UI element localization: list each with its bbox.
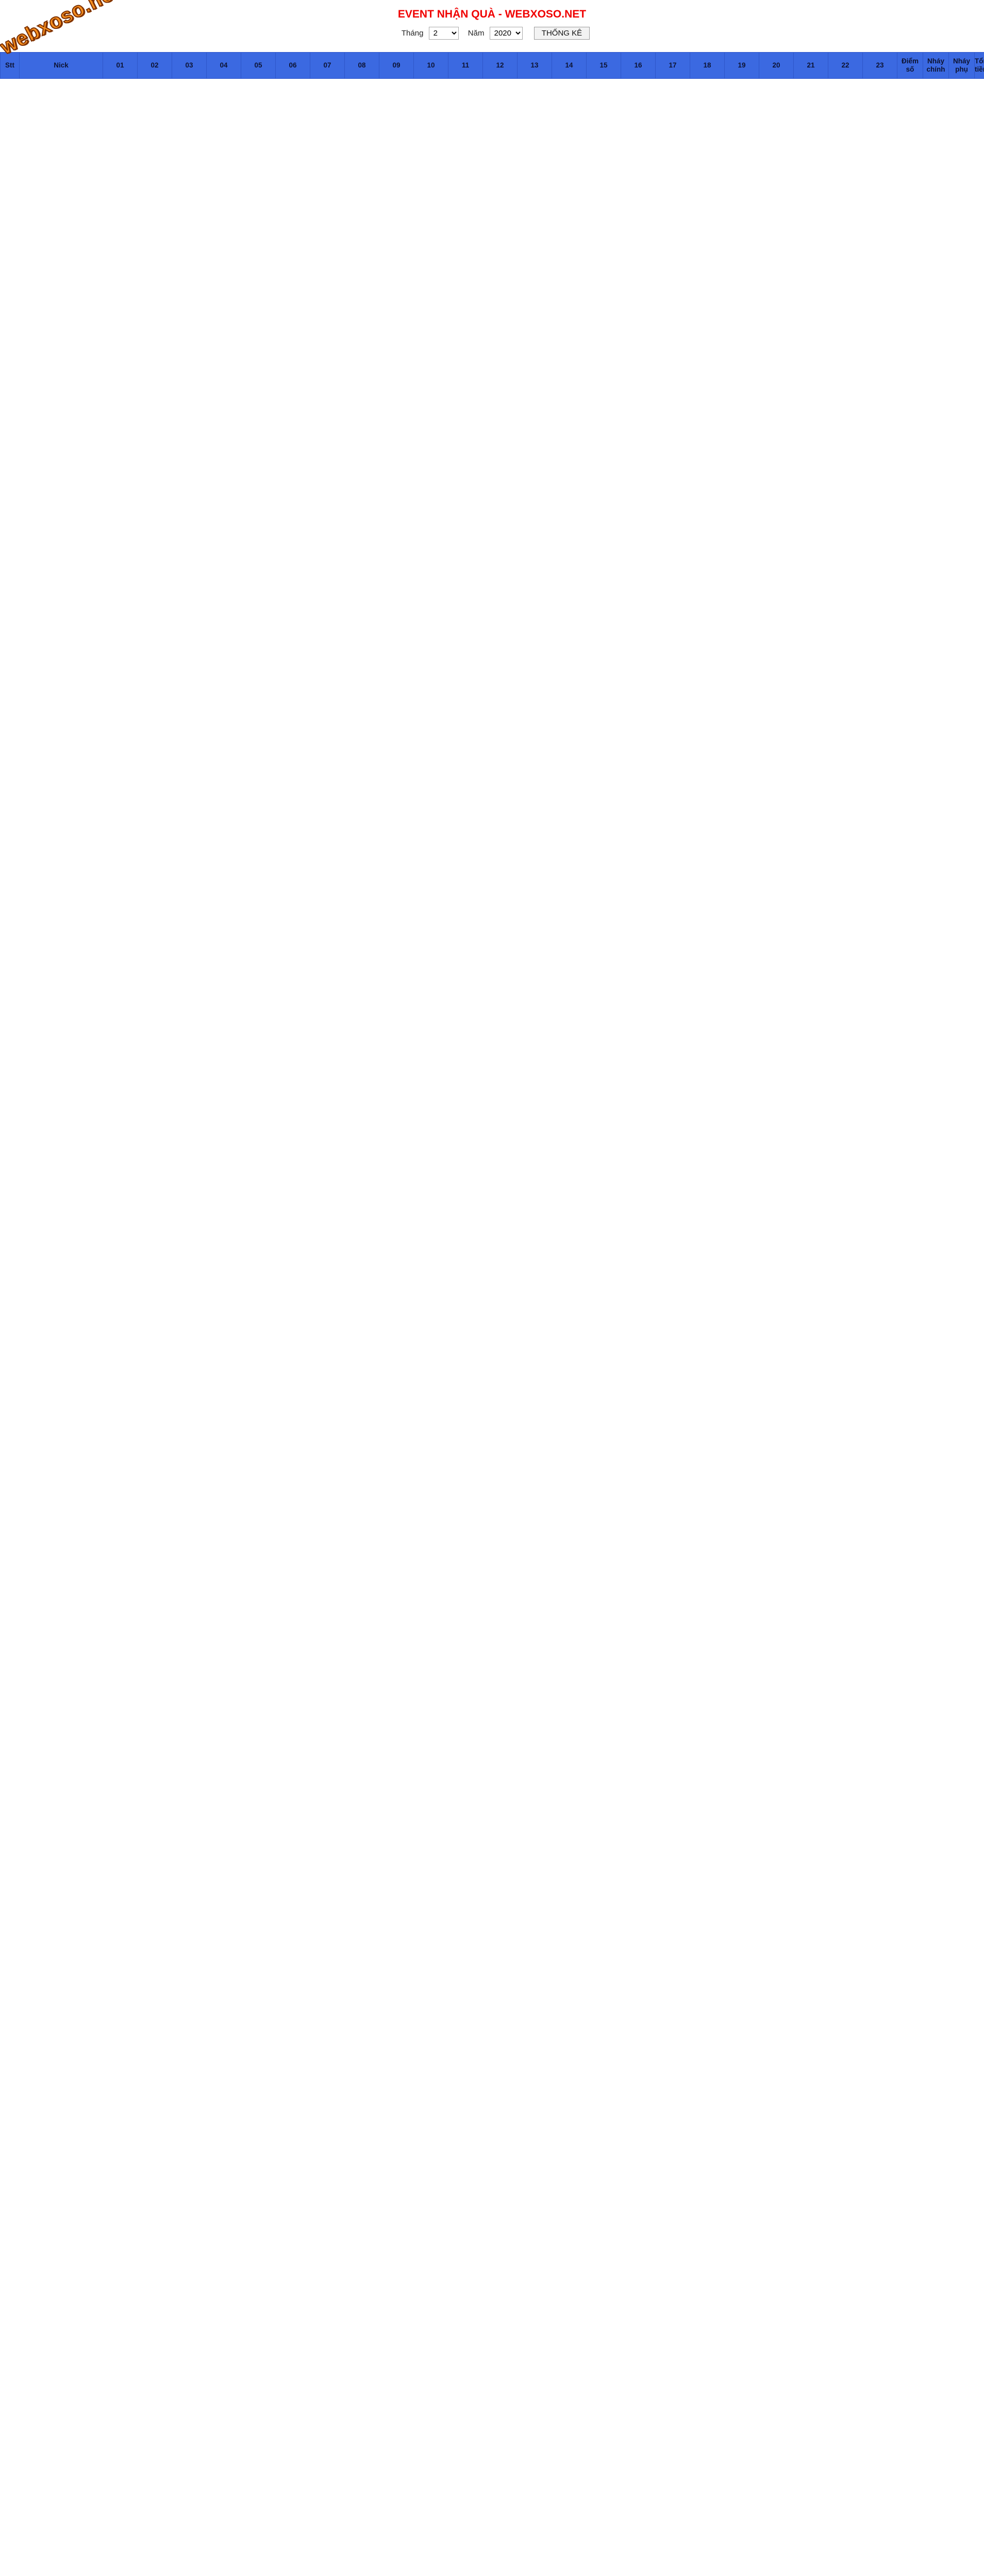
col-header-day-16: 16 (621, 52, 656, 79)
col-header-day-07: 07 (310, 52, 345, 79)
col-header-day-01: 01 (103, 52, 138, 79)
col-header-day-21: 21 (793, 52, 828, 79)
thong-ke-button[interactable]: THỐNG KÊ (533, 27, 590, 40)
month-label: Tháng (401, 29, 424, 38)
year-label: Năm (468, 29, 485, 38)
page-title: EVENT NHẬN QUÀ - WEBXOSO.NET (397, 8, 587, 20)
col-header-day-05: 05 (241, 52, 276, 79)
year-select[interactable]: 2020 (489, 27, 523, 40)
col-header-day-18: 18 (690, 52, 725, 79)
col-header-day-10: 10 (413, 52, 448, 79)
col-header-day-12: 12 (482, 52, 518, 79)
col-header-score: Điểm số (897, 52, 923, 79)
col-header-day-11: 11 (448, 52, 483, 79)
col-header-day-14: 14 (552, 52, 587, 79)
col-header-day-04: 04 (206, 52, 241, 79)
month-select[interactable]: 2 (428, 27, 459, 40)
col-header-day-17: 17 (655, 52, 690, 79)
filter-controls: Tháng 2 Năm 2020 THỐNG KÊ (0, 27, 984, 40)
col-header-day-09: 09 (379, 52, 414, 79)
col-header-total: Tổng tiền (974, 52, 984, 79)
col-header-day-08: 08 (344, 52, 379, 79)
event-table: Stt Nick 01 02 03 04 05 06 07 08 09 10 11 12 13 14 15 16 1… (0, 52, 984, 79)
title-bar: EVENT NHẬN QUÀ - WEBXOSO.NET (0, 0, 984, 21)
table-header: Stt Nick 01 02 03 04 05 06 07 08 09 10 11 12 13 14 15 16 1… (0, 52, 984, 79)
col-header-day-03: 03 (172, 52, 207, 79)
col-header-day-20: 20 (759, 52, 794, 79)
col-header-day-19: 19 (724, 52, 759, 79)
col-header-day-02: 02 (137, 52, 172, 79)
col-header-sub: Nháy phụ (948, 52, 975, 79)
col-header-day-13: 13 (517, 52, 552, 79)
col-header-main: Nháy chính (923, 52, 949, 79)
col-header-day-15: 15 (586, 52, 621, 79)
col-header-nick: Nick (19, 52, 103, 79)
col-header-stt: Stt (0, 52, 20, 79)
col-header-day-06: 06 (275, 52, 310, 79)
table-header-row: Stt Nick 01 02 03 04 05 06 07 08 09 10 11 12 13 14 15 16 1… (0, 52, 984, 79)
col-header-day-22: 22 (828, 52, 863, 79)
col-header-day-23: 23 (862, 52, 897, 79)
